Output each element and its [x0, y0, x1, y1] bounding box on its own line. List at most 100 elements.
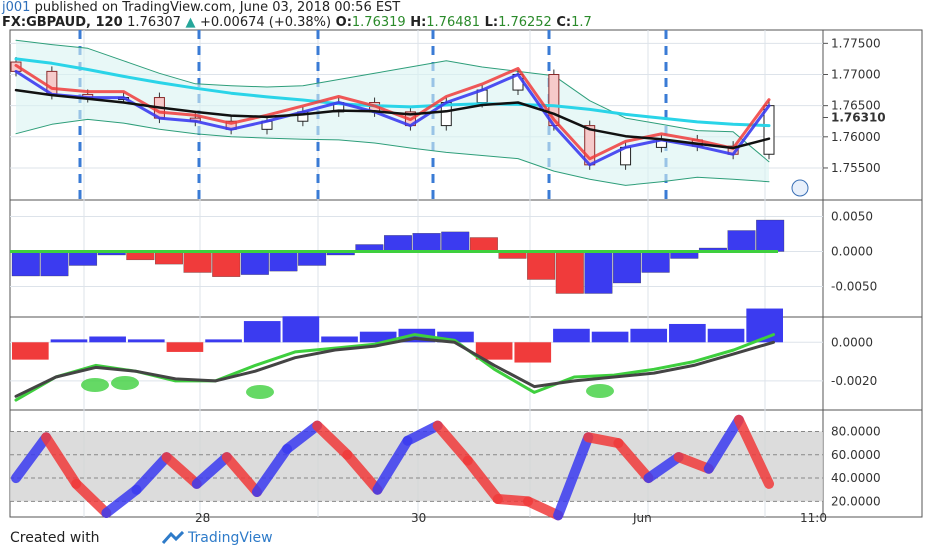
oscillator-bar [282, 316, 320, 343]
oscillator-bar [669, 323, 706, 343]
stochastic-segment [673, 452, 714, 474]
stochastic-segment [372, 435, 413, 495]
stochastic-segment [733, 414, 774, 489]
histogram-bar [555, 251, 584, 294]
oscillator-bar [591, 331, 629, 343]
oscillator-bar [359, 331, 397, 343]
histogram-bar [269, 251, 298, 272]
indicator-gear-icon [791, 179, 809, 197]
oscillator-bar [630, 328, 668, 343]
histogram-bar [212, 251, 241, 277]
created-with-text: Created with [10, 530, 100, 546]
quote-line: FX:GBPAUD, 120 1.76307 ▲ +0.00674 (+0.38… [2, 15, 592, 30]
low-value: 1.76252 [498, 15, 552, 30]
stochastic-segment [462, 455, 503, 505]
slow-average-line [14, 88, 771, 150]
price-axis-label: 1.76500 [831, 99, 881, 113]
open-label: O: [335, 15, 352, 30]
stochastic-segment [251, 443, 293, 498]
oscillator-fast-line [14, 333, 775, 402]
oscillator-bar [553, 328, 590, 343]
stochastic-segment [583, 432, 624, 449]
stochastic-segment [432, 420, 473, 466]
oscillator-axis-label: -0.0020 [831, 374, 877, 388]
chart-header: j001 published on TradingView.com, June … [0, 0, 932, 30]
stochastic-segment [161, 452, 202, 489]
tradingview-brand[interactable]: TradingView [188, 530, 273, 546]
time-axis-label: 28 [195, 511, 210, 525]
histogram-bar [240, 251, 269, 275]
stochastic-segment [312, 420, 353, 460]
fast-average-line [14, 69, 771, 167]
price-axis-label: 1.77000 [831, 68, 881, 82]
oscillator-bar [514, 342, 552, 363]
price-axis-label: 1.76310 [831, 110, 886, 124]
last-price: 1.76307 [127, 15, 181, 30]
price-axis-label: 1.77500 [831, 36, 881, 50]
stochastic-segment [643, 452, 684, 484]
histogram-bar [384, 235, 412, 252]
symbol-label: FX:GBPAUD, 120 [2, 15, 123, 30]
published-text: published on TradingView.com, June 03, 2… [34, 0, 401, 15]
open-value: 1.76319 [351, 15, 406, 30]
oscillator-bar [50, 339, 88, 343]
price-change: +0.00674 (+0.38%) [199, 15, 332, 30]
stochastic-band [10, 431, 823, 502]
histogram-bar [641, 251, 670, 273]
crossover-marker [111, 376, 139, 390]
stochastic-segment [282, 420, 323, 454]
crossover-marker [246, 385, 274, 399]
histogram-axis-label: 0.0050 [831, 210, 873, 224]
oscillator-bar [12, 342, 49, 360]
stochastic-segment [492, 494, 534, 507]
tradingview-logo-icon [162, 531, 184, 544]
oscillator-bar [321, 336, 358, 343]
stochastic-segment [402, 420, 443, 446]
histogram-bar [441, 231, 470, 252]
time-axis-label: 11:0 [800, 511, 827, 525]
histogram-bar [11, 251, 40, 277]
histogram-axis-label: 0.0000 [831, 245, 873, 259]
oscillator-axis-label: 0.0000 [831, 335, 873, 349]
histogram-bar [412, 233, 441, 252]
publish-line: j001 published on TradingView.com, June … [2, 0, 400, 15]
lower-band-line [15, 118, 770, 186]
histogram-axis-label: -0.0050 [831, 280, 877, 294]
stochastic-segment [41, 432, 82, 489]
author-link[interactable]: j001 [2, 0, 31, 15]
cyan-moving-average [14, 57, 771, 128]
histogram-bar [527, 251, 556, 280]
histogram-bar [183, 251, 212, 273]
upper-band-line [15, 39, 770, 163]
histogram-bar [613, 251, 642, 284]
stochastic-segment [613, 438, 654, 484]
histogram-bar [756, 219, 785, 252]
close-value: 1.7 [571, 15, 592, 30]
oscillator-bar [205, 339, 242, 343]
stochastic-segment [101, 484, 142, 518]
stochastic-segment [703, 414, 744, 474]
histogram-bar [727, 230, 756, 252]
oscillator-bar [243, 321, 281, 343]
stochastic-segment [191, 452, 232, 489]
price-axis-label: 1.76000 [831, 130, 881, 144]
oscillator-bar [437, 331, 474, 343]
stochastic-segment [342, 449, 383, 495]
stochastic-segment [11, 432, 52, 484]
high-value: 1.76481 [426, 15, 481, 30]
oscillator-bar [127, 339, 165, 343]
low-label: L: [484, 15, 499, 30]
time-axis-label: 30 [411, 511, 426, 525]
time-axis-label: Jun [632, 511, 652, 525]
oscillator-bar [89, 336, 126, 343]
oscillator-bar [166, 342, 204, 352]
stochastic-segment [71, 478, 112, 518]
histogram-bar [154, 251, 183, 265]
stochastic-axis-label: 60.0000 [831, 448, 881, 462]
stochastic-axis-label: 20.0000 [831, 494, 881, 508]
stochastic-segment [131, 452, 172, 495]
stochastic-axis-label: 40.0000 [831, 471, 881, 485]
stochastic-segment [523, 496, 564, 521]
crossover-marker [586, 384, 614, 398]
